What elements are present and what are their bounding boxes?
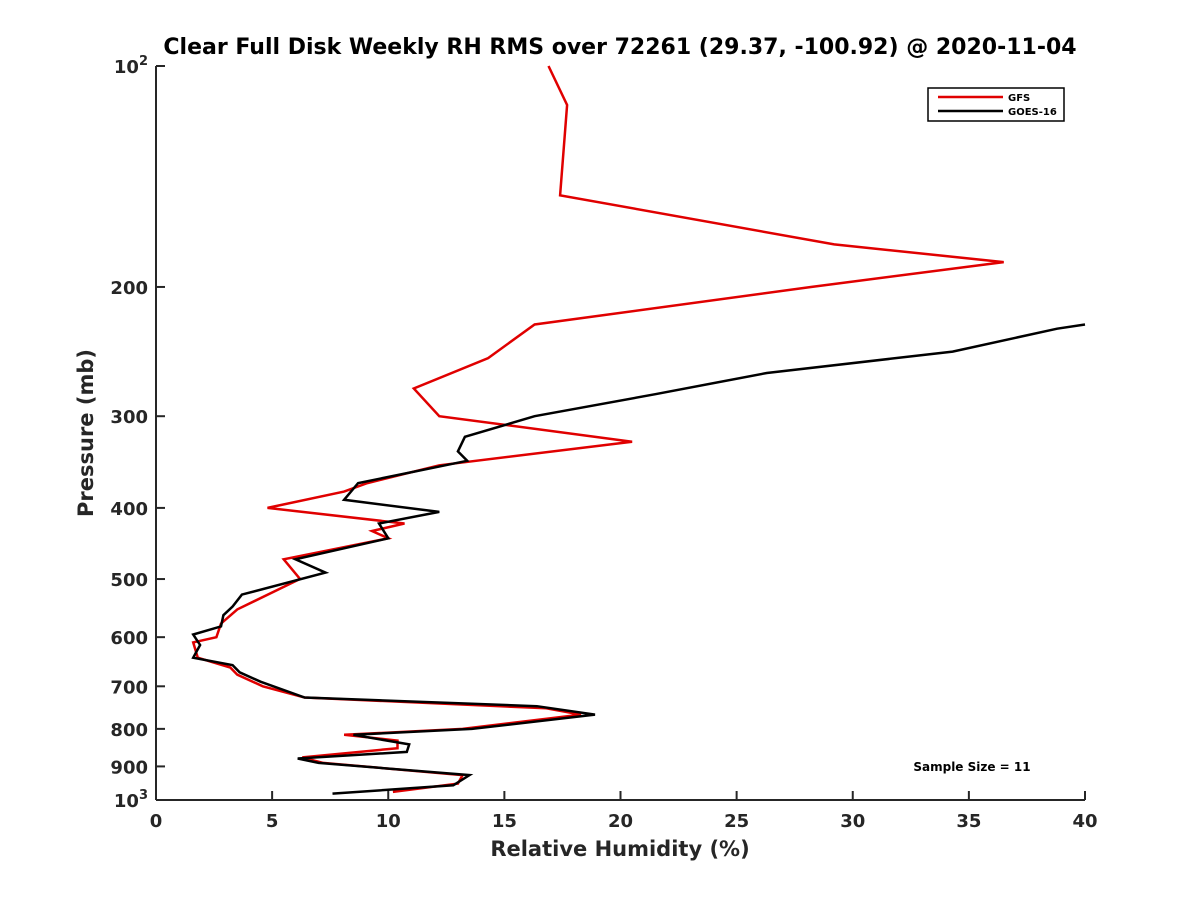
y-tick-label-600: 600 [110, 628, 148, 649]
x-tick-label-35: 35 [956, 811, 981, 832]
x-tick-label-30: 30 [840, 811, 865, 832]
plot-lines [191, 65, 1086, 795]
y-tick-label-800: 800 [110, 720, 148, 741]
x-tick-label-20: 20 [608, 811, 633, 832]
x-tick-label-5: 5 [266, 811, 279, 832]
sample-size-annotation: Sample Size = 11 [913, 760, 1030, 774]
legend-label-gfs: GFS [1008, 93, 1030, 104]
x-tick-label-10: 10 [376, 811, 401, 832]
y-tick-label-500: 500 [110, 570, 148, 591]
x-tick-label-15: 15 [492, 811, 517, 832]
x-tick-label-25: 25 [724, 811, 749, 832]
x-tick-label-40: 40 [1072, 811, 1097, 832]
y-tick-label-700: 700 [110, 677, 148, 698]
x-ticks: 0 5 10 15 20 25 30 35 40 [150, 791, 1098, 832]
x-axis-label: Relative Humidity (%) [490, 837, 749, 861]
y-tick-label-300: 300 [110, 407, 148, 428]
y-tick-label-1000: 103 [114, 788, 148, 812]
x-tick-label-0: 0 [150, 811, 163, 832]
y-tick-label-200: 200 [110, 278, 148, 299]
y-axis-label: Pressure (mb) [74, 349, 98, 517]
y-tick-label-900: 900 [110, 757, 148, 778]
chart-title: Clear Full Disk Weekly RH RMS over 72261… [163, 35, 1076, 60]
y-ticks: 102 200 300 400 500 600 700 800 900 103 [110, 54, 165, 812]
legend-box [927, 87, 1065, 122]
series-line-goes16 [191, 323, 1086, 795]
y-tick-label-100: 102 [114, 54, 148, 78]
legend: GFS GOES-16 [927, 87, 1065, 122]
y-tick-label-400: 400 [110, 499, 148, 520]
legend-label-goes16: GOES-16 [1008, 107, 1057, 118]
